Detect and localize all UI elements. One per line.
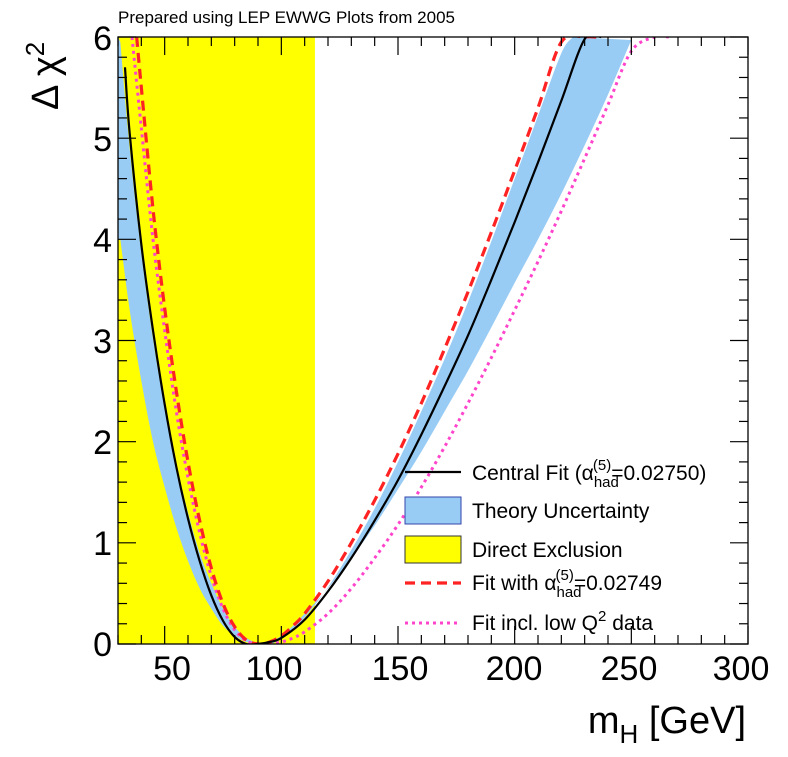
axis-ticks (117, 36, 749, 645)
x-tick-label-150: 150 (372, 650, 429, 688)
x-tick-label-50: 50 (153, 650, 191, 688)
legend: Central Fit (αhad(5)=0.02750) Theory Unc… (404, 457, 706, 635)
y-tick-label-5: 5 (93, 121, 112, 159)
y-tick-label-4: 4 (93, 222, 112, 260)
legend-label-central-fit: Central Fit (αhad(5)=0.02750) (472, 457, 706, 491)
legend-label-low-q2: Fit incl. low Q2 data (472, 608, 653, 635)
x-tick-label-200: 200 (486, 650, 543, 688)
x-tick-label-100: 100 (246, 650, 303, 688)
series-line-fit-02749 (135, 37, 597, 644)
y-tick-label-6: 6 (93, 20, 112, 58)
y-tick-label-3: 3 (93, 323, 112, 361)
series-line-central-fit (123, 37, 602, 644)
legend-swatch-exclusion (404, 535, 462, 564)
y-tick-label-0: 0 (93, 626, 112, 664)
legend-swatch-theory (404, 496, 462, 525)
x-tick-label-300: 300 (713, 650, 770, 688)
legend-label-fit-02749: Fit with αhad(5)=0.02749 (472, 567, 662, 601)
chart-title: Prepared using LEP EWWG Plots from 2005 (118, 8, 455, 27)
series-line-low-q2 (130, 37, 669, 644)
legend-label-theory: Theory Uncertainty (472, 500, 650, 523)
y-tick-label-1: 1 (93, 525, 112, 563)
legend-label-exclusion: Direct Exclusion (472, 539, 623, 562)
x-tick-label-250: 250 (601, 650, 658, 688)
y-tick-label-2: 2 (93, 424, 112, 462)
x-axis-label: mH [GeV] (588, 700, 746, 749)
y-axis-label: Δ χ2 (20, 42, 67, 110)
